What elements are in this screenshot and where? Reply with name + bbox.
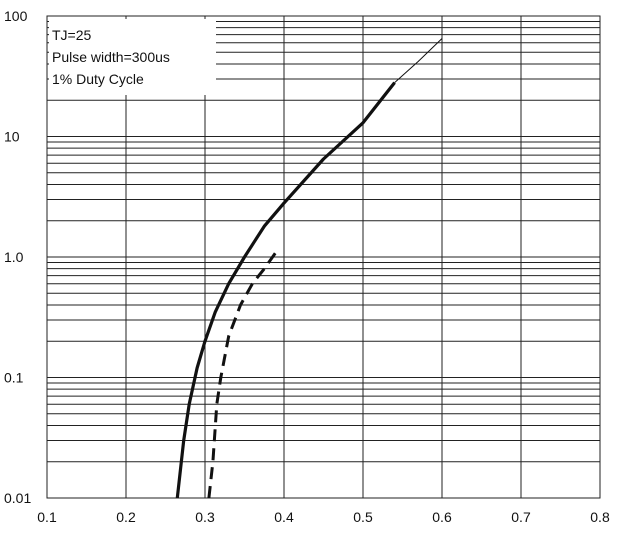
annotation-pulse-width: Pulse width=300us	[52, 49, 170, 65]
y-tick-label: 100	[4, 8, 28, 24]
y-tick-label: 0.01	[4, 490, 31, 506]
x-tick-label: 0.4	[274, 509, 294, 525]
grid	[46, 15, 601, 499]
x-tick-label: 0.2	[116, 509, 136, 525]
x-tick-label: 0.6	[432, 509, 452, 525]
x-tick-label: 0.8	[590, 509, 610, 525]
x-tick-label: 0.1	[37, 509, 57, 525]
series-thin	[394, 38, 443, 83]
y-tick-label: 1.0	[4, 249, 24, 265]
series-dashed	[207, 251, 278, 499]
x-tick-label: 0.3	[195, 509, 215, 525]
y-tick-label: 0.1	[4, 370, 24, 386]
series-solid	[175, 81, 396, 499]
annotation-tj: TJ=25	[52, 27, 92, 43]
tick-labels: 0.1 0.2 0.3 0.4 0.5 0.6 0.7 0.8 0.01 0.1 1.0 10 100	[4, 8, 610, 525]
x-tick-label: 0.7	[511, 509, 531, 525]
curves	[175, 38, 443, 499]
annotation-duty-cycle: 1% Duty Cycle	[52, 71, 144, 87]
x-tick-label: 0.5	[353, 509, 373, 525]
annotation-box-background	[49, 19, 216, 95]
y-tick-label: 10	[4, 129, 20, 145]
annotation-box: TJ=25 Pulse width=300us 1% Duty Cycle	[49, 19, 216, 95]
